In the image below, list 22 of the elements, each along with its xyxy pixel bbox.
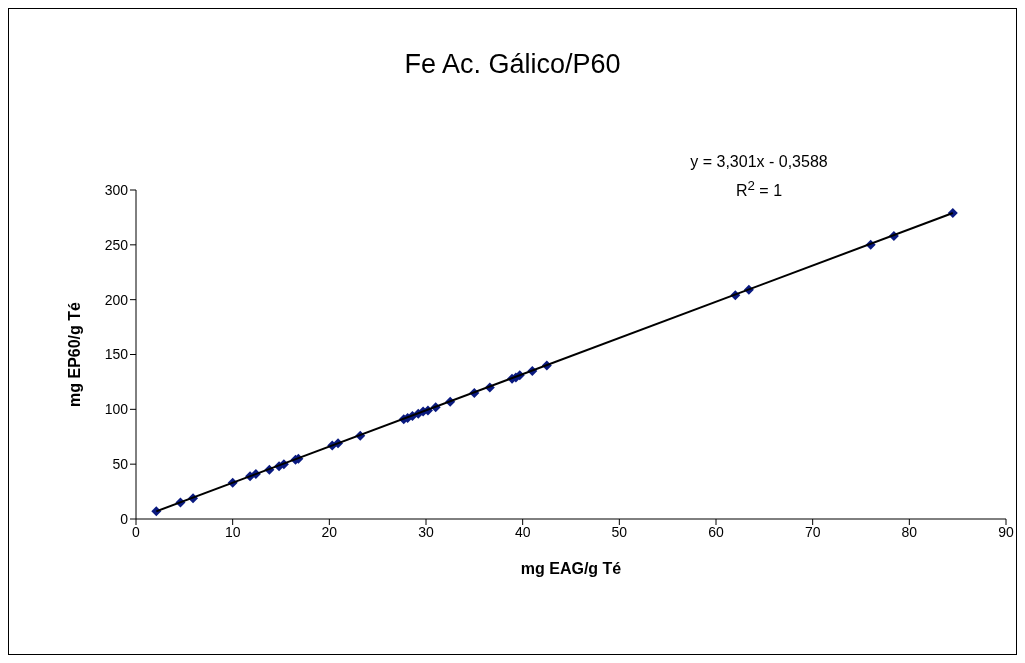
y-tick-label: 150 xyxy=(104,346,129,363)
x-tick-label: 90 xyxy=(998,523,1014,540)
annotation: R$^{2}$ = 1 xyxy=(734,177,784,202)
y-tick-label: 50 xyxy=(112,456,129,473)
x-tick-label: 70 xyxy=(804,523,821,540)
y-tick-label: 0 xyxy=(120,510,129,527)
y-tick-label: 250 xyxy=(104,236,129,253)
y-tick-label: 200 xyxy=(104,291,129,308)
x-tick-label: 30 xyxy=(418,523,434,540)
x-tick-label: 60 xyxy=(708,523,724,540)
x-axis-title: mg EAG/g Té xyxy=(520,560,622,577)
x-tick-label: 50 xyxy=(611,523,628,540)
y-tick-label: 300 xyxy=(104,181,129,198)
x-tick-label: 0 xyxy=(132,523,141,540)
x-tick-label: 40 xyxy=(514,523,531,540)
y-tick-label: 100 xyxy=(104,401,129,418)
y-axis-title: mg EP60/g Té xyxy=(65,301,83,407)
chart-title: Fe Ac. Gálico/P60 xyxy=(403,49,622,80)
x-tick-label: 10 xyxy=(224,523,241,540)
text: y = 3,301x - 0,3588 xyxy=(689,152,829,172)
x-tick-label: 20 xyxy=(321,523,338,540)
x-tick-label: 80 xyxy=(901,523,918,540)
